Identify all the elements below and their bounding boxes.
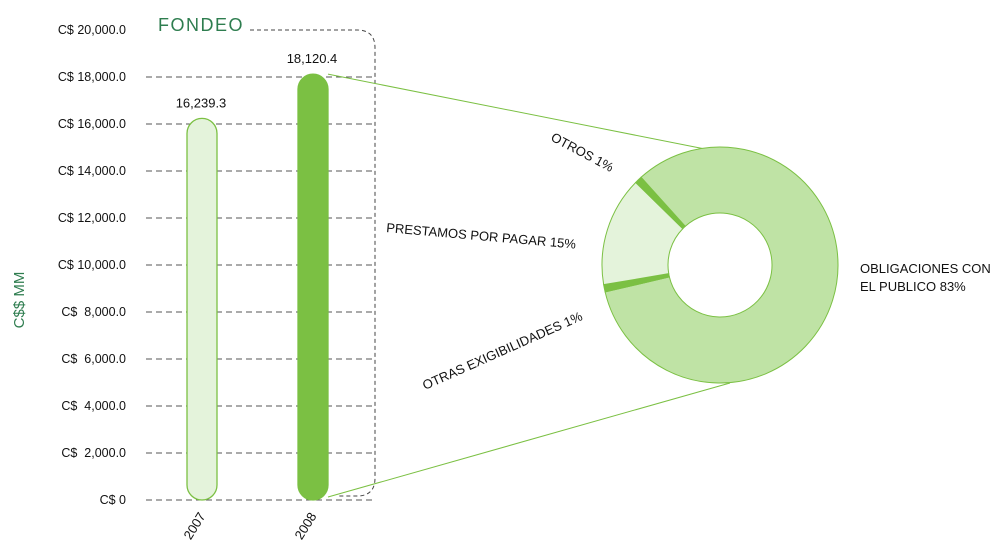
bar-value-label: 18,120.4 [287,51,338,66]
bar-2008 [297,73,329,501]
slice-label-otros: OTROS 1% [549,129,617,175]
x-tick-label: 2007 [180,510,208,542]
slice-label-otras-exigibilidades: OTRAS EXIGIBILIDADES 1% [420,308,585,392]
slice-label-obligaciones-line1: OBLIGACIONES CON [860,261,991,276]
connector-line-bottom [327,382,731,498]
chart-title: FONDEO [158,15,244,35]
y-tick-label: C$ 10,000.0 [58,258,126,272]
y-tick-label: C$ 6,000.0 [61,352,126,366]
y-tick-label: C$ 14,000.0 [58,164,126,178]
grid-lines [146,76,375,501]
donut-slice-obligaciones-con-el-publico [604,146,839,384]
slice-label-obligaciones-line2: EL PUBLICO 83% [860,279,966,294]
y-tick-label: C$ 18,000.0 [58,70,126,84]
y-tick-labels: C$ 0 C$ 2,000.0 C$ 4,000.0 C$ 6,000.0 C$ 8,0… [58,23,126,507]
donut-slice-otros [634,176,686,230]
slice-label-prestamos: PRESTAMOS POR PAGAR 15% [386,220,577,252]
y-tick-label: C$ 2,000.0 [61,446,126,460]
y-tick-label: C$ 0 [100,493,126,507]
connector-line-top [327,73,706,150]
y-tick-label: C$ 8,000.0 [61,305,126,319]
bar-value-label: 16,239.3 [176,95,227,110]
connector-lines [327,73,731,498]
bar-2007 [186,117,218,501]
y-tick-label: C$ 12,000.0 [58,211,126,225]
x-tick-label: 2008 [291,510,319,542]
bars: 16,239.3 2007 18,120.4 2008 [176,51,338,542]
y-axis-label: C$$ MM [11,272,28,329]
donut-chart [601,146,839,384]
y-tick-label: C$ 20,000.0 [58,23,126,37]
y-tick-label: C$ 16,000.0 [58,117,126,131]
y-tick-label: C$ 4,000.0 [61,399,126,413]
bar-2008-highlight-box [250,29,376,497]
